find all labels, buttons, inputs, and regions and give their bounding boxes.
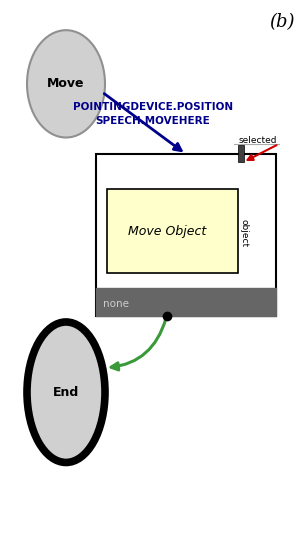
Ellipse shape bbox=[27, 30, 105, 137]
Text: (b): (b) bbox=[269, 14, 295, 31]
Text: End: End bbox=[53, 386, 79, 399]
Text: none: none bbox=[103, 299, 130, 309]
Bar bbox=[96, 288, 276, 316]
Ellipse shape bbox=[27, 322, 105, 463]
Text: Move: Move bbox=[47, 77, 85, 90]
Bar bbox=[96, 154, 276, 316]
Text: Move Object: Move Object bbox=[128, 225, 206, 238]
Text: object: object bbox=[239, 219, 248, 247]
Text: POINTINGDEVICE.POSITION
SPEECH.MOVEHERE: POINTINGDEVICE.POSITION SPEECH.MOVEHERE bbox=[73, 102, 233, 126]
Text: selected: selected bbox=[238, 136, 277, 145]
Bar bbox=[106, 189, 239, 273]
FancyArrowPatch shape bbox=[111, 319, 166, 370]
Bar bbox=[238, 145, 244, 162]
